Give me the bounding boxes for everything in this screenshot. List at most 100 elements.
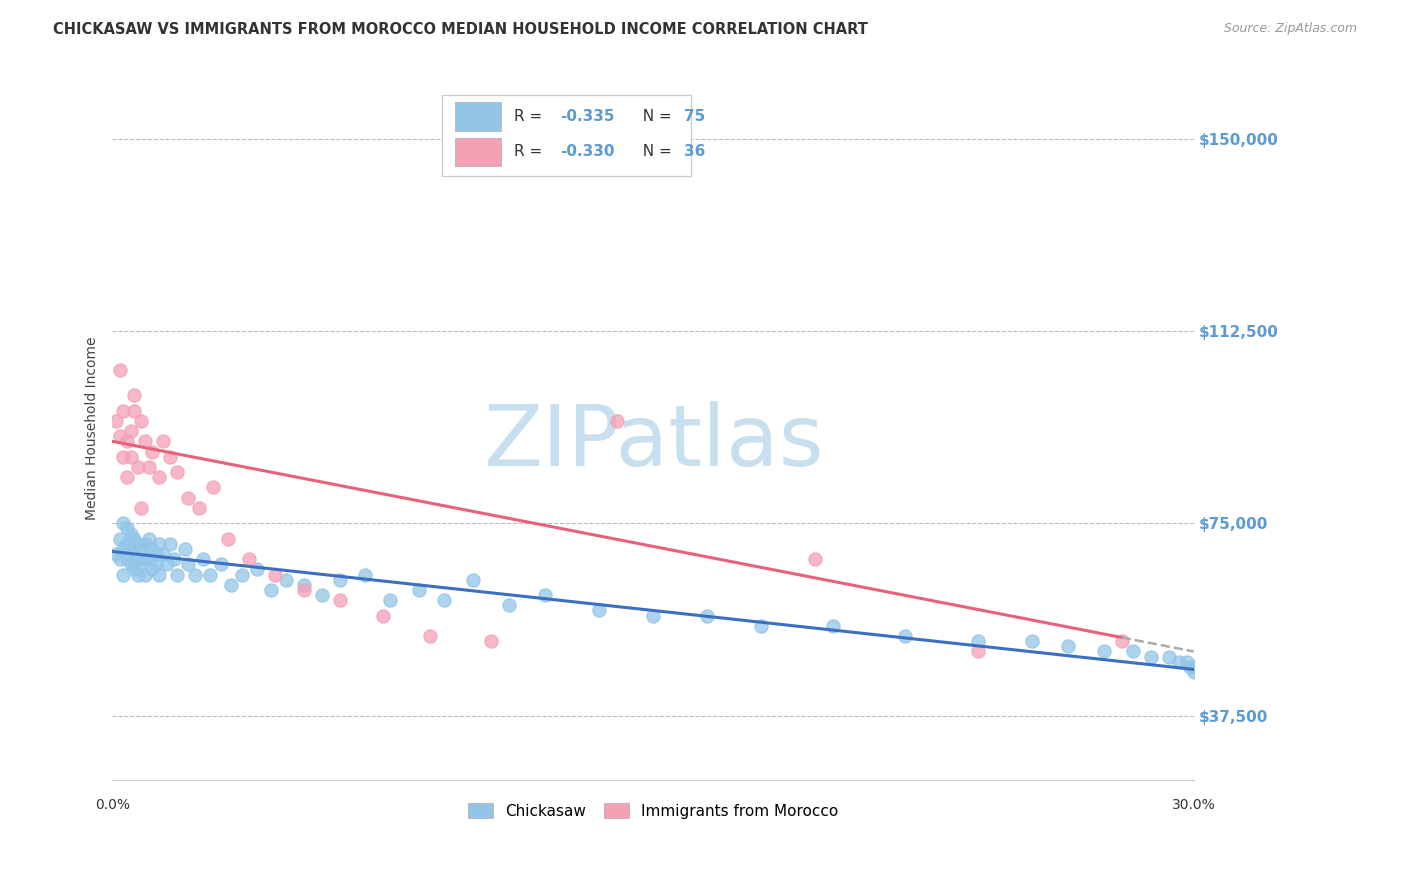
Point <box>274 573 297 587</box>
Point <box>108 532 131 546</box>
Point <box>238 552 260 566</box>
Point <box>217 532 239 546</box>
Point <box>292 578 315 592</box>
Point <box>1092 644 1115 658</box>
Point <box>823 619 845 633</box>
Point <box>1168 655 1191 669</box>
Point <box>138 460 160 475</box>
Point <box>159 537 181 551</box>
Text: -0.330: -0.330 <box>560 145 614 160</box>
Point <box>155 558 177 572</box>
Point <box>120 450 142 464</box>
Text: R =: R = <box>513 109 547 124</box>
Point <box>1157 649 1180 664</box>
Point <box>148 470 170 484</box>
Point <box>112 450 135 464</box>
Point <box>1182 660 1205 674</box>
Text: -0.335: -0.335 <box>560 109 614 124</box>
Point <box>966 644 988 658</box>
Point <box>120 526 142 541</box>
Point <box>120 424 142 438</box>
Point <box>138 552 160 566</box>
Point <box>166 465 188 479</box>
Legend: Chickasaw, Immigrants from Morocco: Chickasaw, Immigrants from Morocco <box>463 797 844 824</box>
Point <box>1111 634 1133 648</box>
Point <box>141 562 163 576</box>
Point <box>152 434 174 449</box>
Point <box>152 547 174 561</box>
Point <box>966 634 988 648</box>
Point <box>131 558 153 572</box>
Point <box>108 362 131 376</box>
FancyBboxPatch shape <box>443 95 690 176</box>
Point <box>191 552 214 566</box>
Point <box>1175 655 1198 669</box>
Point <box>115 434 138 449</box>
Point <box>1182 665 1205 679</box>
Point <box>177 558 200 572</box>
Text: 0.0%: 0.0% <box>96 797 129 812</box>
Point <box>188 500 211 515</box>
Point <box>534 588 557 602</box>
Point <box>1121 644 1143 658</box>
Point <box>120 558 142 572</box>
Text: R =: R = <box>513 145 547 160</box>
Point <box>643 608 665 623</box>
Point <box>115 537 138 551</box>
Point <box>696 608 718 623</box>
Point <box>202 480 225 494</box>
Text: N =: N = <box>633 109 676 124</box>
Point <box>138 532 160 546</box>
Point <box>461 573 484 587</box>
Point <box>173 541 195 556</box>
Point <box>134 434 156 449</box>
Point <box>105 414 128 428</box>
Text: N =: N = <box>633 145 676 160</box>
Point <box>134 567 156 582</box>
Point <box>246 562 269 576</box>
Point <box>127 537 149 551</box>
Point <box>498 599 520 613</box>
Point <box>122 532 145 546</box>
Text: CHICKASAW VS IMMIGRANTS FROM MOROCCO MEDIAN HOUSEHOLD INCOME CORRELATION CHART: CHICKASAW VS IMMIGRANTS FROM MOROCCO MED… <box>53 22 869 37</box>
Point <box>122 388 145 402</box>
Point <box>134 552 156 566</box>
Point <box>1139 649 1161 664</box>
Point <box>148 537 170 551</box>
Point <box>177 491 200 505</box>
Text: ZIPatlas: ZIPatlas <box>482 401 824 484</box>
Point <box>145 558 167 572</box>
Point <box>221 578 243 592</box>
Point <box>1180 660 1202 674</box>
Point <box>231 567 253 582</box>
Point <box>112 516 135 531</box>
Point <box>804 552 827 566</box>
Point <box>115 552 138 566</box>
Point <box>122 547 145 561</box>
Point <box>894 629 917 643</box>
Point <box>148 567 170 582</box>
Point <box>1021 634 1043 648</box>
Point <box>198 567 221 582</box>
Point <box>479 634 502 648</box>
Point <box>260 582 283 597</box>
Point <box>108 552 131 566</box>
Point <box>145 547 167 561</box>
Point <box>419 629 441 643</box>
Point <box>112 567 135 582</box>
Point <box>159 450 181 464</box>
Point <box>112 403 135 417</box>
Point <box>122 403 145 417</box>
Point <box>131 414 153 428</box>
Point <box>433 593 456 607</box>
Point <box>108 429 131 443</box>
Point <box>209 558 232 572</box>
Point <box>131 500 153 515</box>
Point <box>134 537 156 551</box>
Point <box>353 567 375 582</box>
Point <box>311 588 333 602</box>
Text: 75: 75 <box>685 109 706 124</box>
Point <box>606 414 628 428</box>
Point <box>127 567 149 582</box>
Point <box>163 552 186 566</box>
